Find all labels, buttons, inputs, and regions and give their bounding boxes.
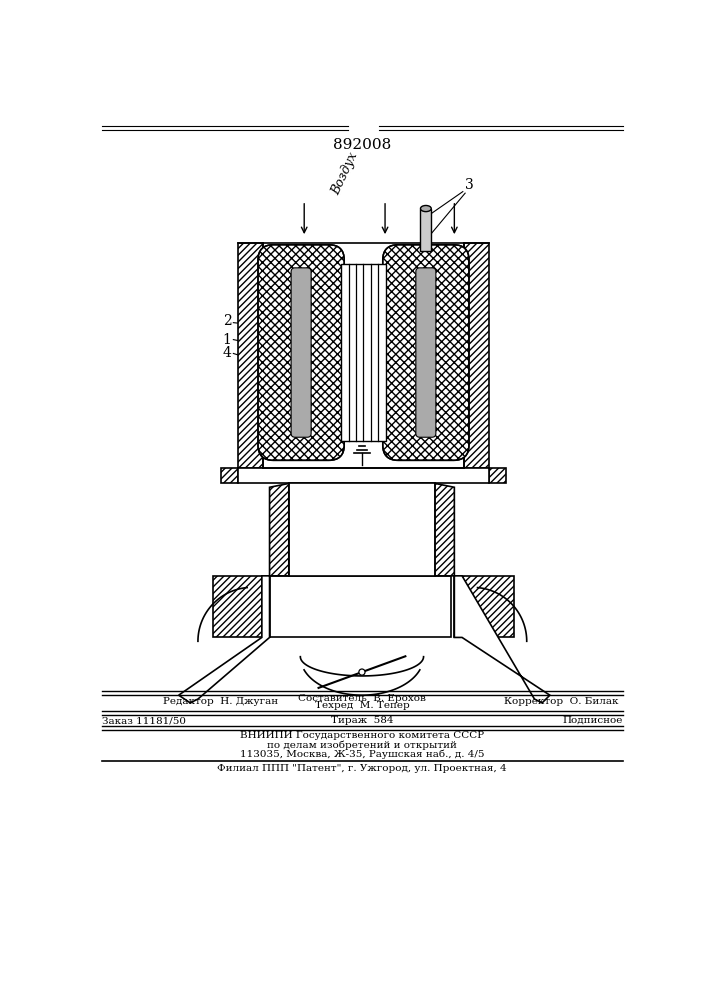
Text: 113035, Москва, Ж-35, Раушская наб., д. 4/5: 113035, Москва, Ж-35, Раушская наб., д. … [240,750,484,759]
Text: Филиал ППП "Патент", г. Ужгород, ул. Проектная, 4: Филиал ППП "Патент", г. Ужгород, ул. Про… [217,764,507,773]
Ellipse shape [421,205,431,212]
Polygon shape [221,468,238,483]
Polygon shape [464,243,489,468]
FancyBboxPatch shape [291,268,311,437]
Text: 4: 4 [223,346,232,360]
Text: Составитель  В. Ерохов: Составитель В. Ерохов [298,694,426,703]
Bar [238,468,489,483]
Text: Подписное: Подписное [563,716,623,725]
FancyBboxPatch shape [382,245,469,460]
Polygon shape [489,468,506,483]
Text: ВНИИПИ Государственного комитета СССР: ВНИИПИ Государственного комитета СССР [240,732,484,740]
Bar [274,260,329,445]
Text: по делам изобретений и открытий: по делам изобретений и открытий [267,740,457,750]
Text: 892008: 892008 [333,138,391,152]
FancyBboxPatch shape [416,268,436,437]
Bar [288,483,435,576]
Text: Редактор  Н. Джуган: Редактор Н. Джуган [163,697,279,706]
Text: Тираж  584: Тираж 584 [331,716,393,725]
Bar [421,209,431,251]
Polygon shape [269,483,288,576]
Polygon shape [214,576,269,637]
Text: Воздух: Воздух [329,150,361,197]
Bar [341,264,386,441]
Text: 3: 3 [464,178,474,192]
Circle shape [359,669,365,675]
Text: Техред  М. Тепер: Техред М. Тепер [315,701,409,710]
Polygon shape [179,576,269,703]
Bar [262,243,464,468]
Polygon shape [435,483,455,576]
Bar [269,576,451,637]
Text: Заказ 11181/50: Заказ 11181/50 [102,716,186,725]
Polygon shape [455,576,514,637]
Polygon shape [455,576,550,703]
Polygon shape [238,243,262,468]
Bar [398,260,454,445]
Text: 2: 2 [223,314,232,328]
FancyBboxPatch shape [258,245,344,460]
Text: Корректор  О. Билак: Корректор О. Билак [504,697,619,706]
Text: 1: 1 [223,333,232,347]
